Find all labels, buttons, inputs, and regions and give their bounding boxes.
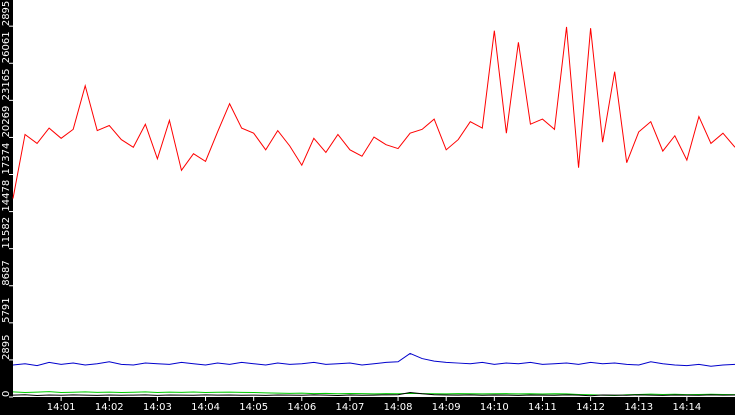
- y-axis-strip: [0, 0, 13, 415]
- y-tick-label: 14478: [1, 180, 12, 212]
- y-tick-label: 17374: [1, 143, 12, 175]
- x-tick-label: 14:05: [239, 402, 268, 413]
- series-line: [12, 392, 735, 397]
- y-tick-label: 20269: [1, 106, 12, 138]
- y-tick-label: 26061: [1, 31, 12, 63]
- x-tick-label: 14:09: [432, 402, 461, 413]
- x-tick-label: 14:14: [672, 402, 701, 413]
- x-tick-label: 14:10: [480, 402, 509, 413]
- y-tick-label: 2895: [1, 334, 12, 359]
- x-tick-label: 14:03: [143, 402, 172, 413]
- y-tick-label: 5791: [1, 297, 12, 322]
- x-tick-label: 14:08: [384, 402, 413, 413]
- y-tick-label: 0: [1, 391, 12, 397]
- y-tick-label: 28957: [1, 0, 12, 26]
- x-axis-strip: [0, 397, 735, 415]
- x-tick-label: 14:13: [624, 402, 653, 413]
- x-tick-label: 14:12: [576, 402, 605, 413]
- series-line: [12, 26, 735, 199]
- x-tick-label: 14:02: [95, 402, 124, 413]
- y-tick-label: 11582: [1, 217, 12, 249]
- x-tick-label: 14:07: [336, 402, 365, 413]
- x-tick-label: 14:06: [287, 402, 316, 413]
- series-line: [12, 352, 735, 367]
- y-tick-label: 23165: [1, 69, 12, 101]
- x-tick-label: 14:01: [47, 402, 76, 413]
- x-tick-label: 14:04: [191, 402, 220, 413]
- x-tick-label: 14:11: [528, 402, 557, 413]
- y-tick-label: 8687: [1, 260, 12, 285]
